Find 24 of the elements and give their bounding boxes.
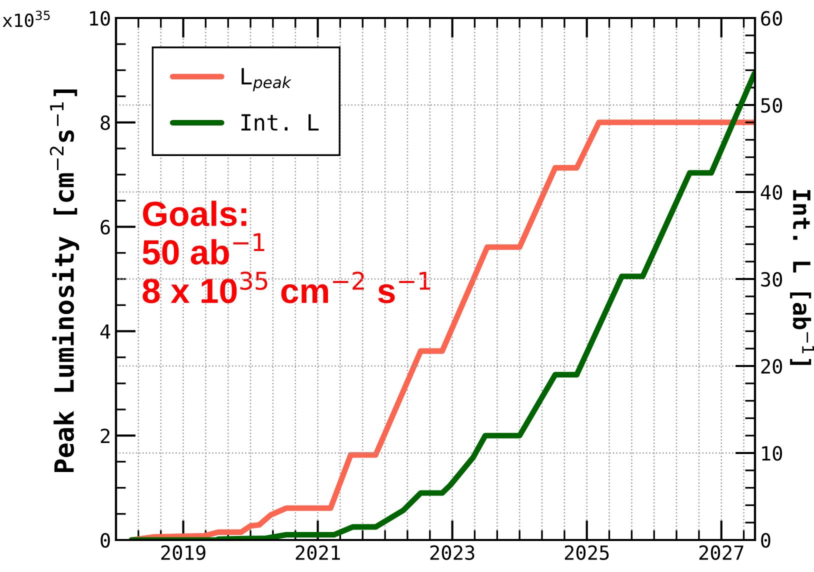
y-tick-label: 4 [100,324,110,339]
x-tick-label: 2023 [430,545,474,560]
y2-tick-label: 50 [761,98,782,113]
text: Goals: 50 ab$^{−1}$ 8 x 10$^{35}$ cm$^{−2}$ s$^{−1}$ [142,200,430,304]
text: x10$^{35}$ [2,10,50,28]
y2-tick-label: 20 [761,359,782,374]
y-tick-label: 0 [100,533,110,548]
legend-label: L$_{peak}$ [242,68,292,92]
y2-tick-label: 0 [761,533,770,548]
y-tick-label: 6 [100,220,110,235]
y-tick-label: 8 [100,115,110,130]
y-tick-label: 2 [100,428,110,444]
x-tick-label: 2019 [161,545,206,560]
legend-label: Int. L [242,114,319,130]
x-tick-label: 2027 [699,545,744,560]
y2-tick-label: 30 [761,272,782,287]
y2-tick-label: 10 [762,446,782,461]
y2-tick-label: 40 [760,185,782,200]
y-tick-label: 10 [90,11,110,26]
y2-tick-label: 60 [761,11,782,26]
x-tick-label: 2025 [564,545,609,560]
x-tick-label: 2021 [296,545,340,560]
y-axis-title: Peak Luminosity [cm$^{−2}$s$^{−1}$] [50,90,80,472]
y2-axis-title: Int. L [ab$^{−1}$] [790,190,814,365]
